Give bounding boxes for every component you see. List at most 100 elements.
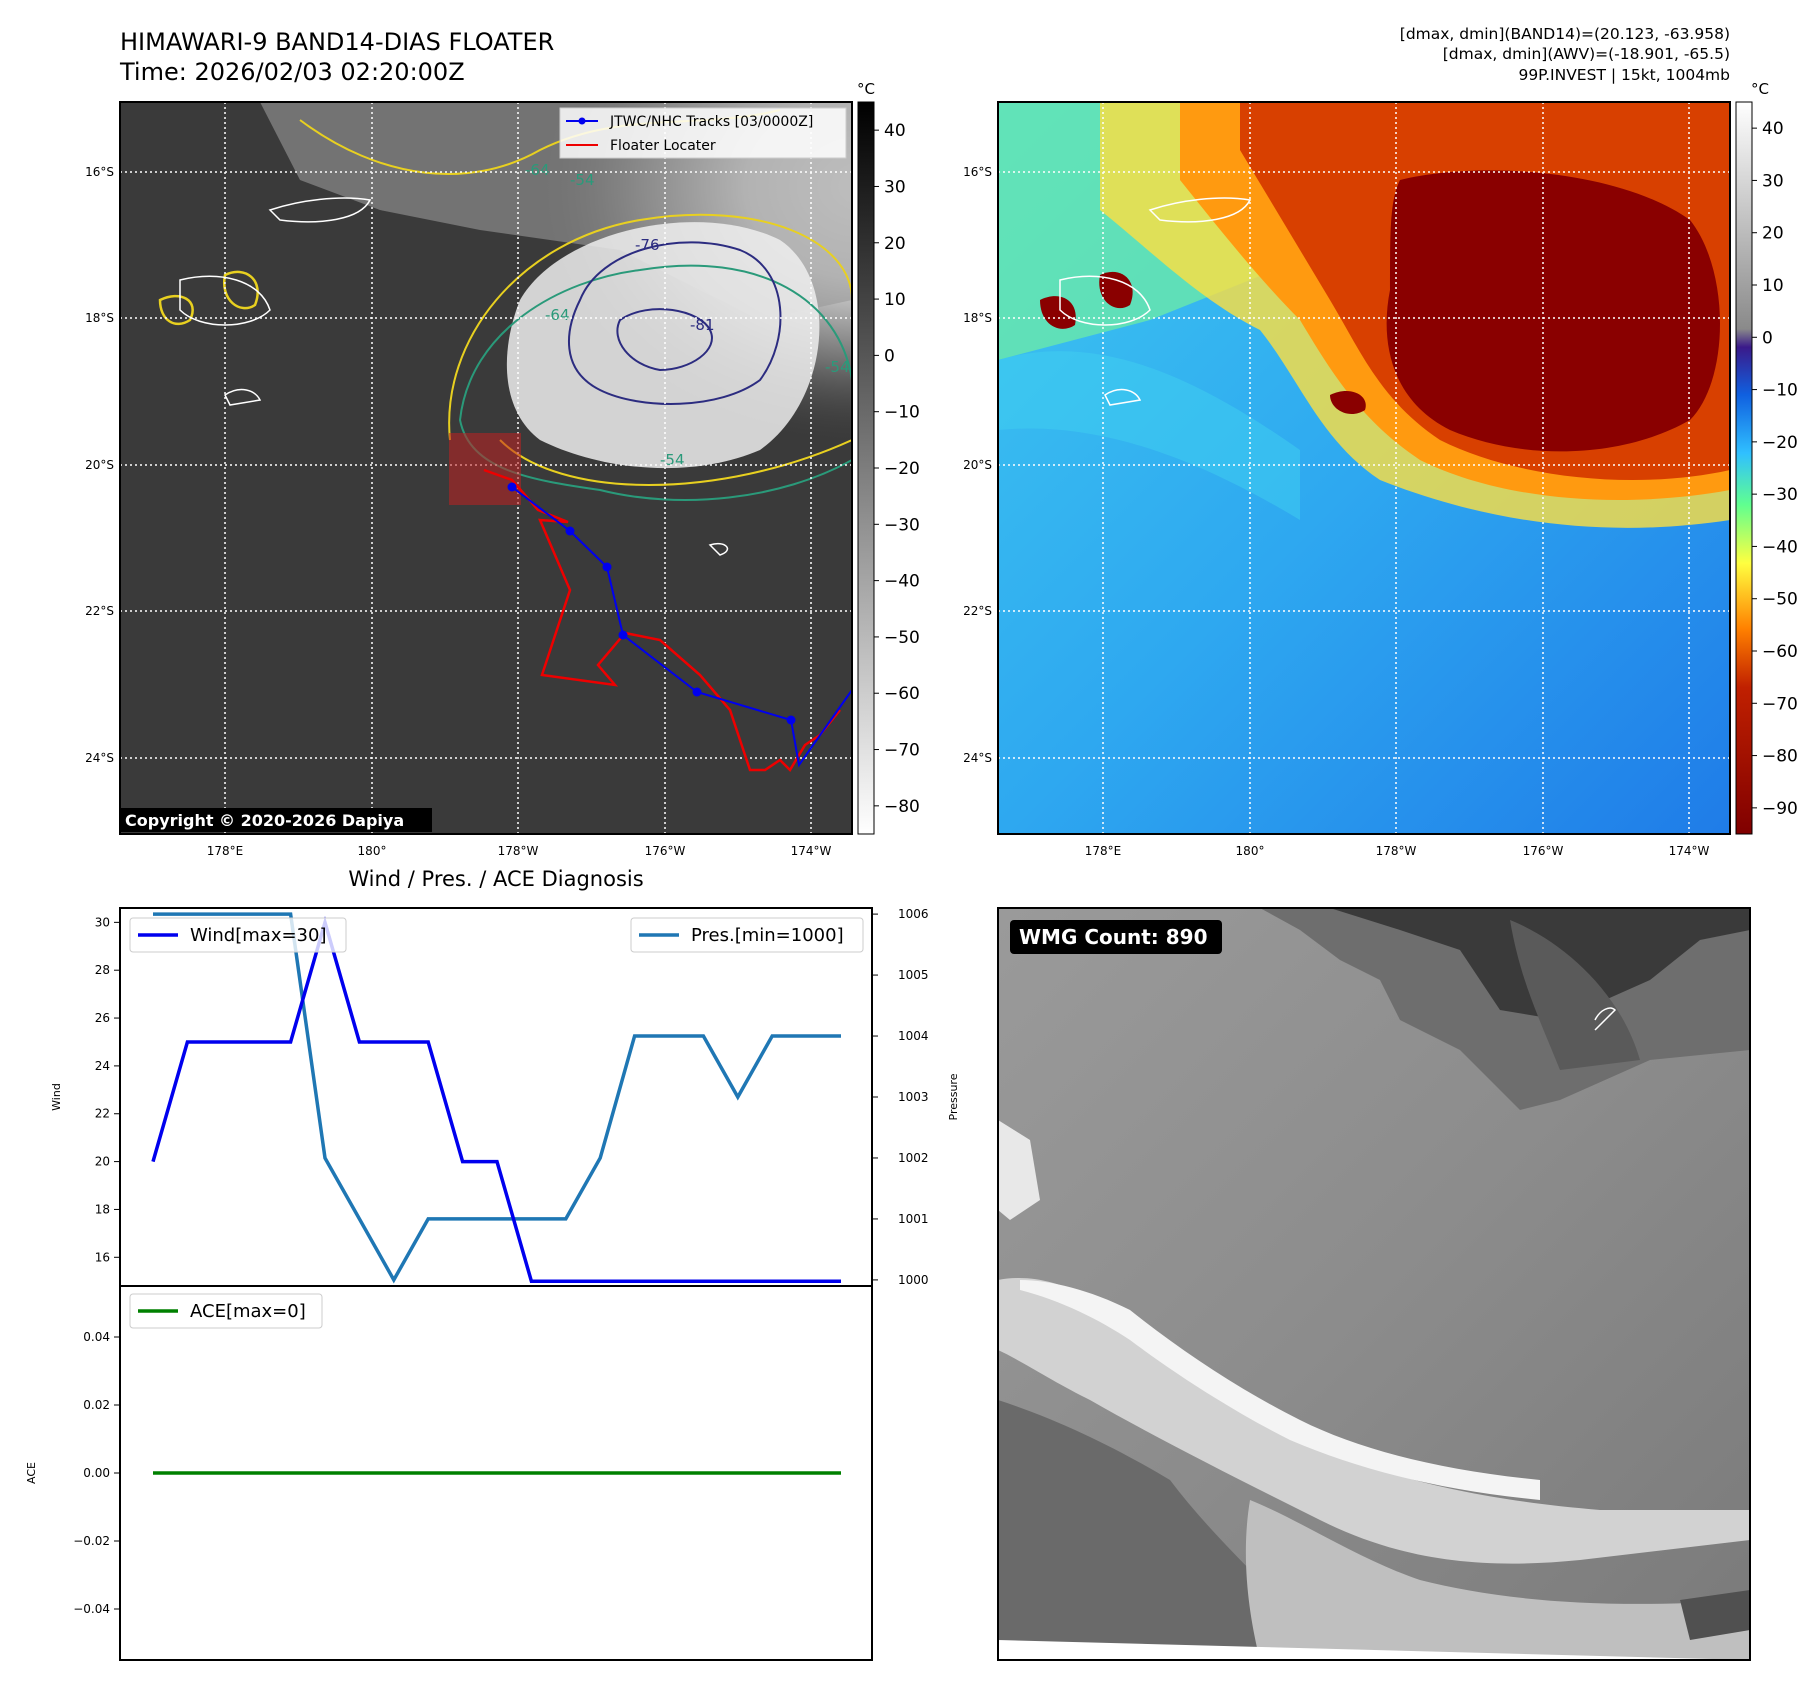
contour-label-64b: -64 [545,306,570,324]
wind-axis-label: Wind [50,1083,63,1111]
colorbar-tick-label: −50 [884,628,920,648]
lat-tick: 18°S [963,311,992,325]
colorbar-tick-label: −60 [1762,642,1798,662]
wmg-panel: WMG Count: 890 [997,907,1751,1661]
colorbar-tick-label: 10 [884,290,906,310]
colorbar-tick-label: −60 [884,684,920,704]
contour-label-76: -76 [635,236,660,254]
wind-tick-label: 22 [95,1107,110,1121]
figure-time: Time: 2026/02/03 02:20:00Z [119,58,465,86]
wind-legend-label: Wind[max=30] [190,925,327,946]
colorbar-tick-label: −50 [1762,590,1798,610]
colorbar-tick-label: 10 [1762,276,1784,296]
colorbar-tick-label: −30 [1762,485,1798,505]
floater-box [449,433,521,505]
colorbar-tick-label: −70 [884,741,920,761]
track-point [786,715,796,725]
colorbar-tick-label: 30 [1762,171,1784,191]
colorbar-tick-label: 0 [1762,328,1773,348]
lon-tick: 180° [358,844,387,858]
map-legend: JTWC/NHC Tracks [03/0000Z] Floater Locat… [559,107,847,159]
floater-locater-track [483,468,841,773]
diagnosis-title: Wind / Pres. / ACE Diagnosis [348,867,643,891]
pressure-tick-label: 1005 [898,968,929,982]
ace-tick-label: 0.02 [83,1398,110,1412]
ace-tick-label: −0.02 [73,1534,110,1548]
lon-tick: 178°E [1085,844,1122,858]
lat-tick: 24°S [963,751,992,765]
pressure-tick-label: 1000 [898,1273,929,1287]
track-point [602,562,612,572]
lon-tick: 174°W [1669,844,1710,858]
ace-tick-label: −0.04 [73,1602,110,1616]
lon-tick: 180° [1236,844,1265,858]
colorbar-tick-label: −80 [1762,747,1798,767]
right-lat-ticks: 16°S 18°S 20°S 22°S 24°S [963,165,992,765]
ace-tick-label: 0.00 [83,1466,110,1480]
colorbar-tick-label: 40 [884,121,906,141]
pressure-legend: Pres.[min=1000] [630,917,864,953]
contour-label-54a: -54 [570,171,595,189]
left-lat-ticks: 16°S 18°S 20°S 22°S 24°S [85,165,114,765]
pressure-tick-label: 1004 [898,1029,929,1043]
track-point [565,526,575,536]
pressure-tick-label: 1002 [898,1151,929,1165]
lon-tick: 176°W [1523,844,1564,858]
wmg-count-badge: WMG Count: 890 [1010,920,1222,954]
ace-chart: ACE 0.04 0.02 0.00 −0.02 −0.04 ACE[max=0] [25,1285,873,1661]
colorbar-right-unit: °C [1751,80,1769,98]
wind-tick-label: 16 [95,1250,110,1264]
pressure-axis-label: Pressure [947,1073,960,1120]
ace-axis-label: ACE [25,1462,38,1484]
pressure-tick-label: 1001 [898,1212,929,1226]
colorbar-left-unit: °C [857,80,875,98]
lat-tick: 16°S [963,165,992,179]
track-point [692,687,702,697]
figure-title: HIMAWARI-9 BAND14-DIAS FLOATER [120,28,554,56]
colorbar-tick-label: −20 [1762,433,1798,453]
wind-pressure-chart: Wind Pressure 16 18 20 22 24 26 28 30 1000 1001 1… [50,907,960,1287]
track-point [507,482,517,492]
right-gridlines [998,102,1730,834]
colorbar-tick-label: −40 [884,572,920,592]
colorbar-tick-label: 30 [884,177,906,197]
colorbar-tick-label: 40 [1762,119,1784,139]
colorbar-tick-label: 20 [1762,224,1784,244]
contour-label-81: -81 [690,316,715,334]
contour-label-54b: -54 [825,358,850,376]
colorbar-tick-label: −20 [884,459,920,479]
colorbar-tick-label: −10 [1762,381,1798,401]
lat-tick: 24°S [85,751,114,765]
pressure-tick-label: 1003 [898,1090,929,1104]
wind-tick-label: 20 [95,1155,110,1169]
legend-tracks-label: JTWC/NHC Tracks [03/0000Z] [609,114,813,130]
colorbar-tick-label: −30 [884,515,920,535]
lon-tick: 176°W [645,844,686,858]
colorbar-tick-label: −80 [884,797,920,817]
track-point [618,630,628,640]
wind-legend: Wind[max=30] [129,917,347,953]
legend-locater-label: Floater Locater [610,138,716,154]
contour-label-64a: -64 [525,161,550,179]
wind-series-line [151,916,841,1283]
colorbar-right: °C 40 30 20 10 0 −10 −20 −30 −40 −50 −60 −70 −80 −90 [1735,80,1798,835]
wmg-count-label: WMG Count: 890 [1019,925,1208,949]
lon-tick: 178°E [207,844,244,858]
colorbar-tick-label: 20 [884,234,906,254]
pressure-tick-label: 1006 [898,907,929,921]
lon-tick: 174°W [791,844,832,858]
band14-map: -76 -81 -64 -54 -64 -54 -54 [85,101,853,858]
wind-tick-label: 28 [95,963,110,977]
jtwc-track-line [511,486,852,768]
lat-tick: 18°S [85,311,114,325]
lat-tick: 22°S [85,604,114,618]
info-storm: 99P.INVEST | 15kt, 1004mb [1518,66,1730,84]
ace-legend: ACE[max=0] [129,1293,323,1329]
wind-tick-label: 26 [95,1011,110,1025]
awv-map: 178°E 180° 178°W 176°W 174°W 16°S 18°S 2… [963,101,1731,858]
pressure-legend-label: Pres.[min=1000] [691,925,844,946]
colorbar-tick-label: −10 [884,403,920,423]
lat-tick: 16°S [85,165,114,179]
info-awv: [dmax, dmin](AWV)=(-18.901, -65.5) [1443,45,1730,63]
lon-tick: 178°W [1376,844,1417,858]
